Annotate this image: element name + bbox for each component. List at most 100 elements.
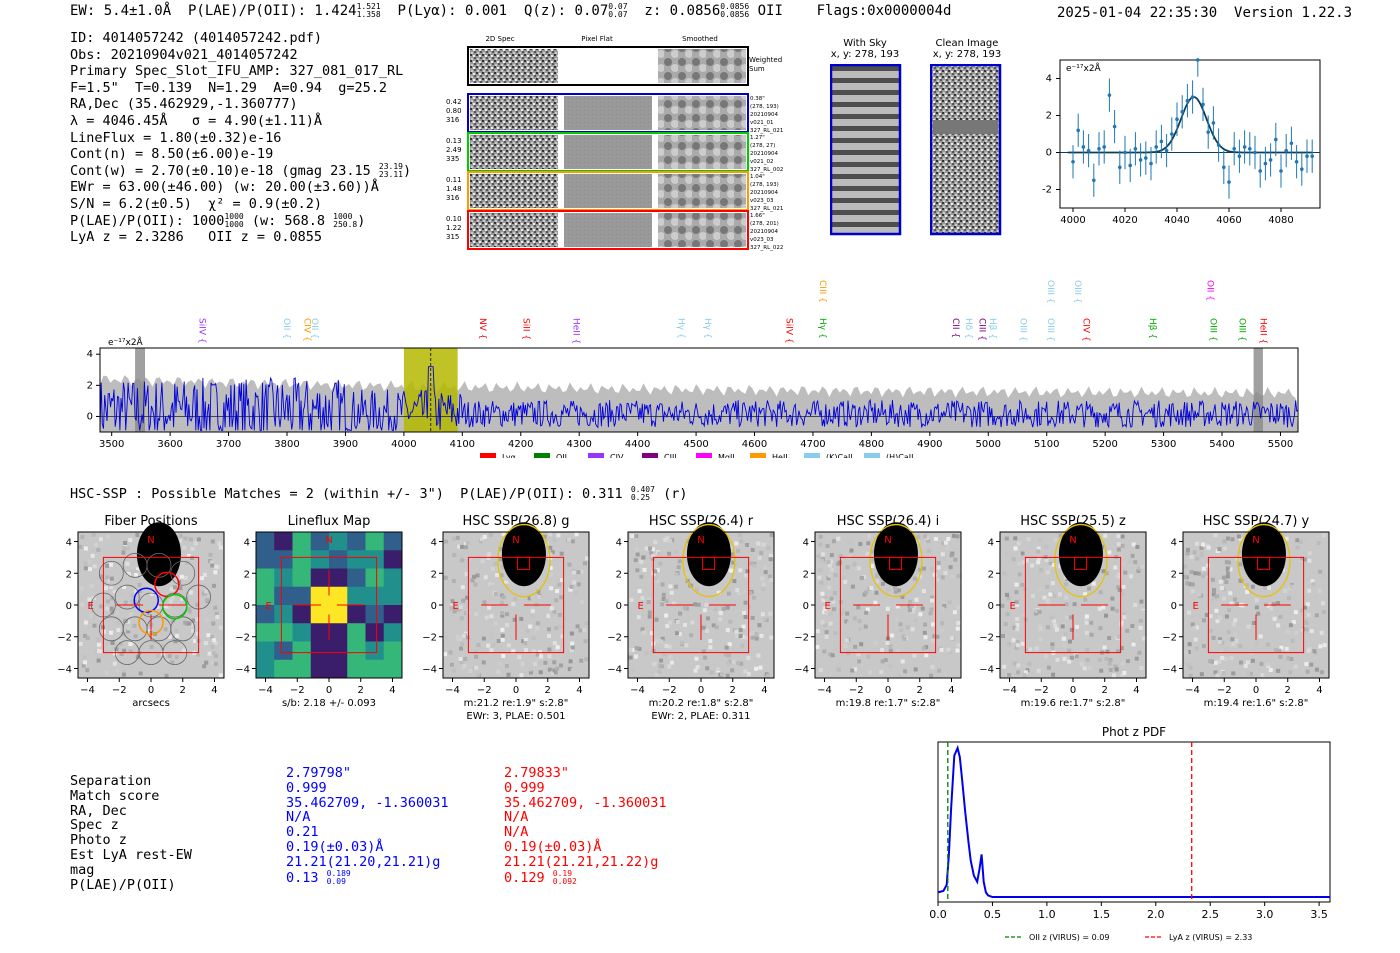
hsc-caption: arcsecs [132, 698, 170, 709]
cutout-right-value: 20210904 [750, 112, 778, 118]
hsc-noise-pixel [667, 551, 672, 556]
hsc-noise-pixel [455, 635, 460, 640]
hsc-noise-pixel [653, 576, 658, 581]
hsc-noise-pixel [704, 645, 709, 650]
hsc-xtick-label: 0 [698, 685, 704, 696]
hsc-noise-pixel [744, 635, 749, 640]
hsc-xtick-label: 4 [211, 685, 217, 696]
hsc-noise-pixel [768, 553, 773, 558]
hsc-noise-pixel [1217, 547, 1222, 552]
hsc-noise-pixel [1028, 647, 1033, 652]
hsc-noise-pixel [1017, 572, 1022, 577]
hsc-noise-pixel [464, 611, 469, 616]
hsc-noise-pixel [103, 586, 108, 591]
hsc-noise-pixel [549, 606, 554, 611]
hsc-noise-pixel [912, 653, 917, 658]
hsc-source [686, 522, 731, 587]
hsc-noise-pixel [547, 647, 552, 652]
hsc-noise-pixel [907, 608, 912, 613]
hsc-noise-pixel [682, 623, 687, 628]
hsc-noise-pixel [1275, 601, 1280, 606]
hsc-noise-pixel [535, 656, 540, 661]
hsc-noise-pixel [1318, 569, 1323, 574]
hsc-noise-pixel [1104, 656, 1109, 661]
hsc-noise-pixel [1120, 673, 1125, 678]
hsc-noise-pixel [83, 561, 88, 566]
hsc-noise-pixel [1217, 639, 1222, 644]
hsc-noise-pixel [924, 653, 929, 658]
hsc-noise-pixel [1000, 603, 1005, 608]
hsc-noise-pixel [675, 620, 680, 625]
hsc-noise-pixel [1068, 615, 1073, 620]
hsc-noise-pixel [844, 638, 849, 643]
hsc-noise-pixel [750, 615, 755, 620]
hsc-noise-pixel [667, 620, 672, 625]
hsc-noise-pixel [839, 611, 844, 616]
hsc-noise-pixel [1238, 643, 1243, 648]
hsc-noise-pixel [930, 638, 935, 643]
hsc-noise-pixel [1188, 582, 1193, 587]
legend-swatch [642, 453, 658, 458]
hsc-noise-pixel [1016, 670, 1021, 675]
hsc-noise-pixel [460, 585, 465, 590]
hsc-noise-pixel [1267, 585, 1272, 590]
hsc-noise-pixel [926, 548, 931, 553]
lineflux-cell [310, 641, 330, 661]
match-label: mag [70, 861, 95, 878]
hsc-noise-pixel [1030, 563, 1035, 568]
hsc-noise-pixel [701, 625, 706, 630]
hsc-noise-pixel [1051, 672, 1056, 677]
hsc-noise-pixel [660, 582, 665, 587]
hsc-noise-pixel [947, 600, 952, 605]
hsc-noise-pixel [547, 667, 552, 672]
lineflux-cell [383, 605, 403, 624]
hsc-noise-pixel [708, 639, 713, 644]
hsc-noise-pixel [505, 612, 510, 617]
hsc-noise-pixel [203, 641, 208, 646]
hsc-noise-pixel [908, 599, 913, 604]
hsc-noise-pixel [96, 648, 101, 653]
spectrum-ytick-label: 2 [87, 380, 93, 391]
hsc-noise-pixel [190, 546, 195, 551]
hsc-noise-pixel [769, 635, 774, 640]
hsc-noise-pixel [629, 598, 634, 603]
hsc-panel-title: HSC SSP(26.8) g [462, 514, 569, 529]
hsc-noise-pixel [128, 641, 133, 646]
hsc-noise-pixel [1120, 543, 1125, 548]
cutout-smooth [658, 174, 746, 208]
hsc-noise-pixel [757, 555, 762, 560]
hsc-noise-pixel [1136, 568, 1141, 573]
hsc-noise-pixel [922, 630, 927, 635]
cutout-2d [470, 213, 558, 247]
hsc-noise-pixel [820, 591, 825, 596]
hsc-noise-pixel [1220, 585, 1225, 590]
hsc-noise-pixel [187, 609, 192, 614]
hsc-noise-pixel [164, 658, 169, 663]
hsc-noise-pixel [201, 591, 206, 596]
hsc-region-box [652, 556, 750, 654]
hsc-noise-pixel [852, 667, 857, 672]
lineflux-cell [310, 568, 330, 588]
hsc-noise-pixel [139, 574, 144, 579]
hsc-noise-pixel [921, 589, 926, 594]
hsc-panel-title: HSC SSP(26.4) r [649, 514, 754, 529]
zoom-data-point [1284, 148, 1288, 153]
hsc-noise-pixel [500, 633, 505, 638]
hsc-noise-pixel [1133, 560, 1138, 565]
hsc-noise-pixel [1138, 618, 1143, 623]
hsc-noise-pixel [1107, 636, 1112, 641]
hsc-noise-pixel [1190, 589, 1195, 594]
hsc-noise-pixel [101, 629, 106, 634]
hsc-noise-pixel [1190, 582, 1195, 587]
hsc-noise-pixel [170, 595, 175, 600]
hsc-noise-pixel [660, 602, 665, 607]
hsc-noise-pixel [104, 670, 109, 675]
hsc-noise-pixel [505, 583, 510, 588]
hsc-noise-pixel [900, 659, 905, 664]
hsc-noise-pixel [1208, 659, 1213, 664]
hsc-noise-pixel [931, 622, 936, 627]
cutout-left-value: 2.49 [446, 146, 462, 154]
hsc-noise-pixel [114, 647, 119, 652]
hsc-noise-pixel [875, 579, 880, 584]
